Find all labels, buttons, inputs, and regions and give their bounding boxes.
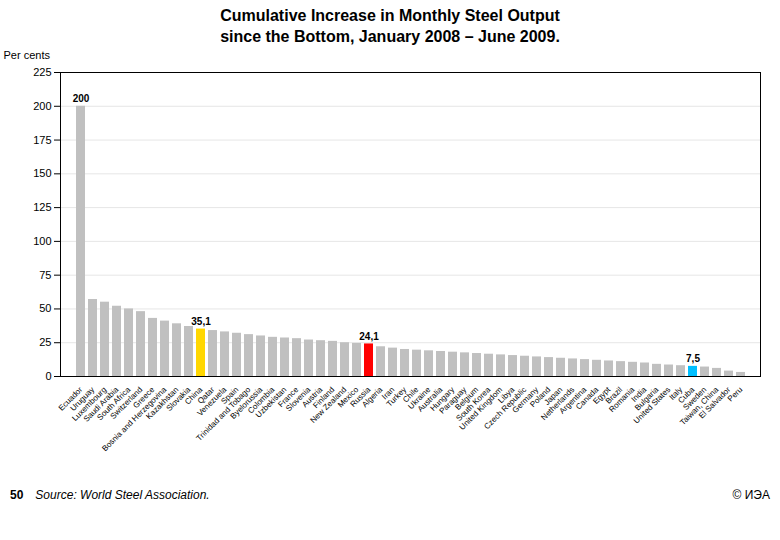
svg-text:200: 200 (73, 93, 90, 104)
svg-text:Russia: Russia (348, 384, 373, 409)
svg-text:Brazil: Brazil (603, 384, 625, 406)
svg-text:Belgium: Belgium (453, 384, 481, 412)
svg-text:Colombia: Colombia (246, 384, 277, 415)
svg-text:Ecuador: Ecuador (56, 384, 85, 413)
svg-text:Netherlands: Netherlands (539, 384, 577, 422)
svg-text:50: 50 (39, 302, 51, 314)
html-text:Cumulative Increase in Monthly: Cumulative Increase in Monthly Steel Out… (220, 7, 560, 45)
svg-text:Taiwan, China: Taiwan, China (678, 384, 721, 427)
svg-text:Saudi Arabia: Saudi Arabia (81, 384, 121, 424)
svg-text:Bulgaria: Bulgaria (633, 384, 661, 412)
svg-text:Germany: Germany (510, 384, 541, 415)
svg-text:United Kingdom: United Kingdom (457, 384, 505, 432)
svg-text:200: 200 (33, 99, 51, 111)
svg-text:Hungary: Hungary (428, 384, 457, 413)
svg-text:Egypt: Egypt (591, 384, 613, 406)
svg-text:Slovenia: Slovenia (284, 384, 313, 413)
svg-text:Chile: Chile (401, 384, 421, 404)
svg-text:Algeria: Algeria (360, 384, 385, 409)
svg-text:Luxembourg: Luxembourg (70, 384, 109, 423)
svg-text:7,5: 7,5 (686, 353, 700, 364)
svg-text:Iran: Iran (380, 384, 397, 401)
svg-text:Spain: Spain (219, 384, 241, 406)
svg-text:Finland: Finland (311, 384, 337, 410)
svg-text:Uruguay: Uruguay (68, 384, 97, 413)
svg-text:Sweden: Sweden (681, 384, 709, 412)
svg-text:China: China (183, 384, 205, 406)
svg-text:Per cents: Per cents (4, 49, 51, 61)
html-text:© ИЭА: © ИЭА (732, 487, 770, 502)
svg-text:25: 25 (39, 336, 51, 348)
svg-text:Kazakhstan: Kazakhstan (144, 384, 181, 421)
svg-text:Austria: Austria (300, 384, 325, 409)
svg-text:Australia: Australia (415, 384, 445, 414)
svg-text:Cuba: Cuba (676, 384, 697, 405)
svg-text:Switzerland: Switzerland (108, 384, 145, 421)
svg-text:El Salvador: El Salvador (697, 385, 733, 421)
svg-text:225: 225 (33, 66, 51, 78)
svg-text:Italy: Italy (667, 384, 685, 402)
svg-text:India: India (629, 384, 649, 404)
svg-text:South Africa: South Africa (95, 384, 133, 422)
svg-text:Argentina: Argentina (557, 384, 589, 416)
svg-text:100: 100 (33, 235, 51, 247)
svg-text:Greece: Greece (131, 384, 157, 410)
svg-text:Uzbekistan: Uzbekistan (253, 384, 289, 420)
svg-text:Canada: Canada (574, 384, 601, 411)
svg-text:35,1: 35,1 (191, 316, 211, 327)
svg-text:Peru: Peru (726, 385, 744, 403)
svg-text:Venezuela: Venezuela (195, 384, 229, 418)
svg-text:Slovakia: Slovakia (164, 384, 193, 413)
html-text:50: 50 (10, 487, 24, 502)
svg-text:Czech Republic: Czech Republic (482, 384, 529, 431)
svg-text:Mexico: Mexico (335, 384, 361, 410)
svg-text:Libya: Libya (496, 384, 517, 405)
svg-text:150: 150 (33, 167, 51, 179)
svg-text:Japan: Japan (542, 384, 565, 407)
svg-text:Bosnia and Herzegovina: Bosnia and Herzegovina (100, 384, 168, 452)
svg-text:Qatar: Qatar (195, 384, 217, 406)
svg-text:Romania: Romania (607, 384, 637, 414)
svg-text:125: 125 (33, 201, 51, 213)
svg-text:Ukraine: Ukraine (406, 384, 433, 411)
svg-text:175: 175 (33, 133, 51, 145)
svg-text:0: 0 (45, 370, 51, 382)
svg-text:Trinidad and Tobago: Trinidad and Tobago (195, 384, 253, 442)
html-text:Source: World Steel Associatio: Source: World Steel Association. (35, 487, 210, 502)
svg-text:New Zealand: New Zealand (308, 384, 349, 425)
svg-text:Turkey: Turkey (384, 384, 409, 409)
svg-text:United States: United States (632, 385, 672, 425)
svg-text:75: 75 (39, 268, 51, 280)
svg-text:Byelorussia: Byelorussia (228, 384, 265, 421)
svg-text:Poland: Poland (528, 384, 553, 409)
svg-text:Paraguay: Paraguay (437, 384, 469, 416)
svg-text:24,1: 24,1 (359, 331, 379, 342)
svg-text:France: France (276, 384, 301, 409)
svg-text:South Korea: South Korea (454, 384, 493, 423)
